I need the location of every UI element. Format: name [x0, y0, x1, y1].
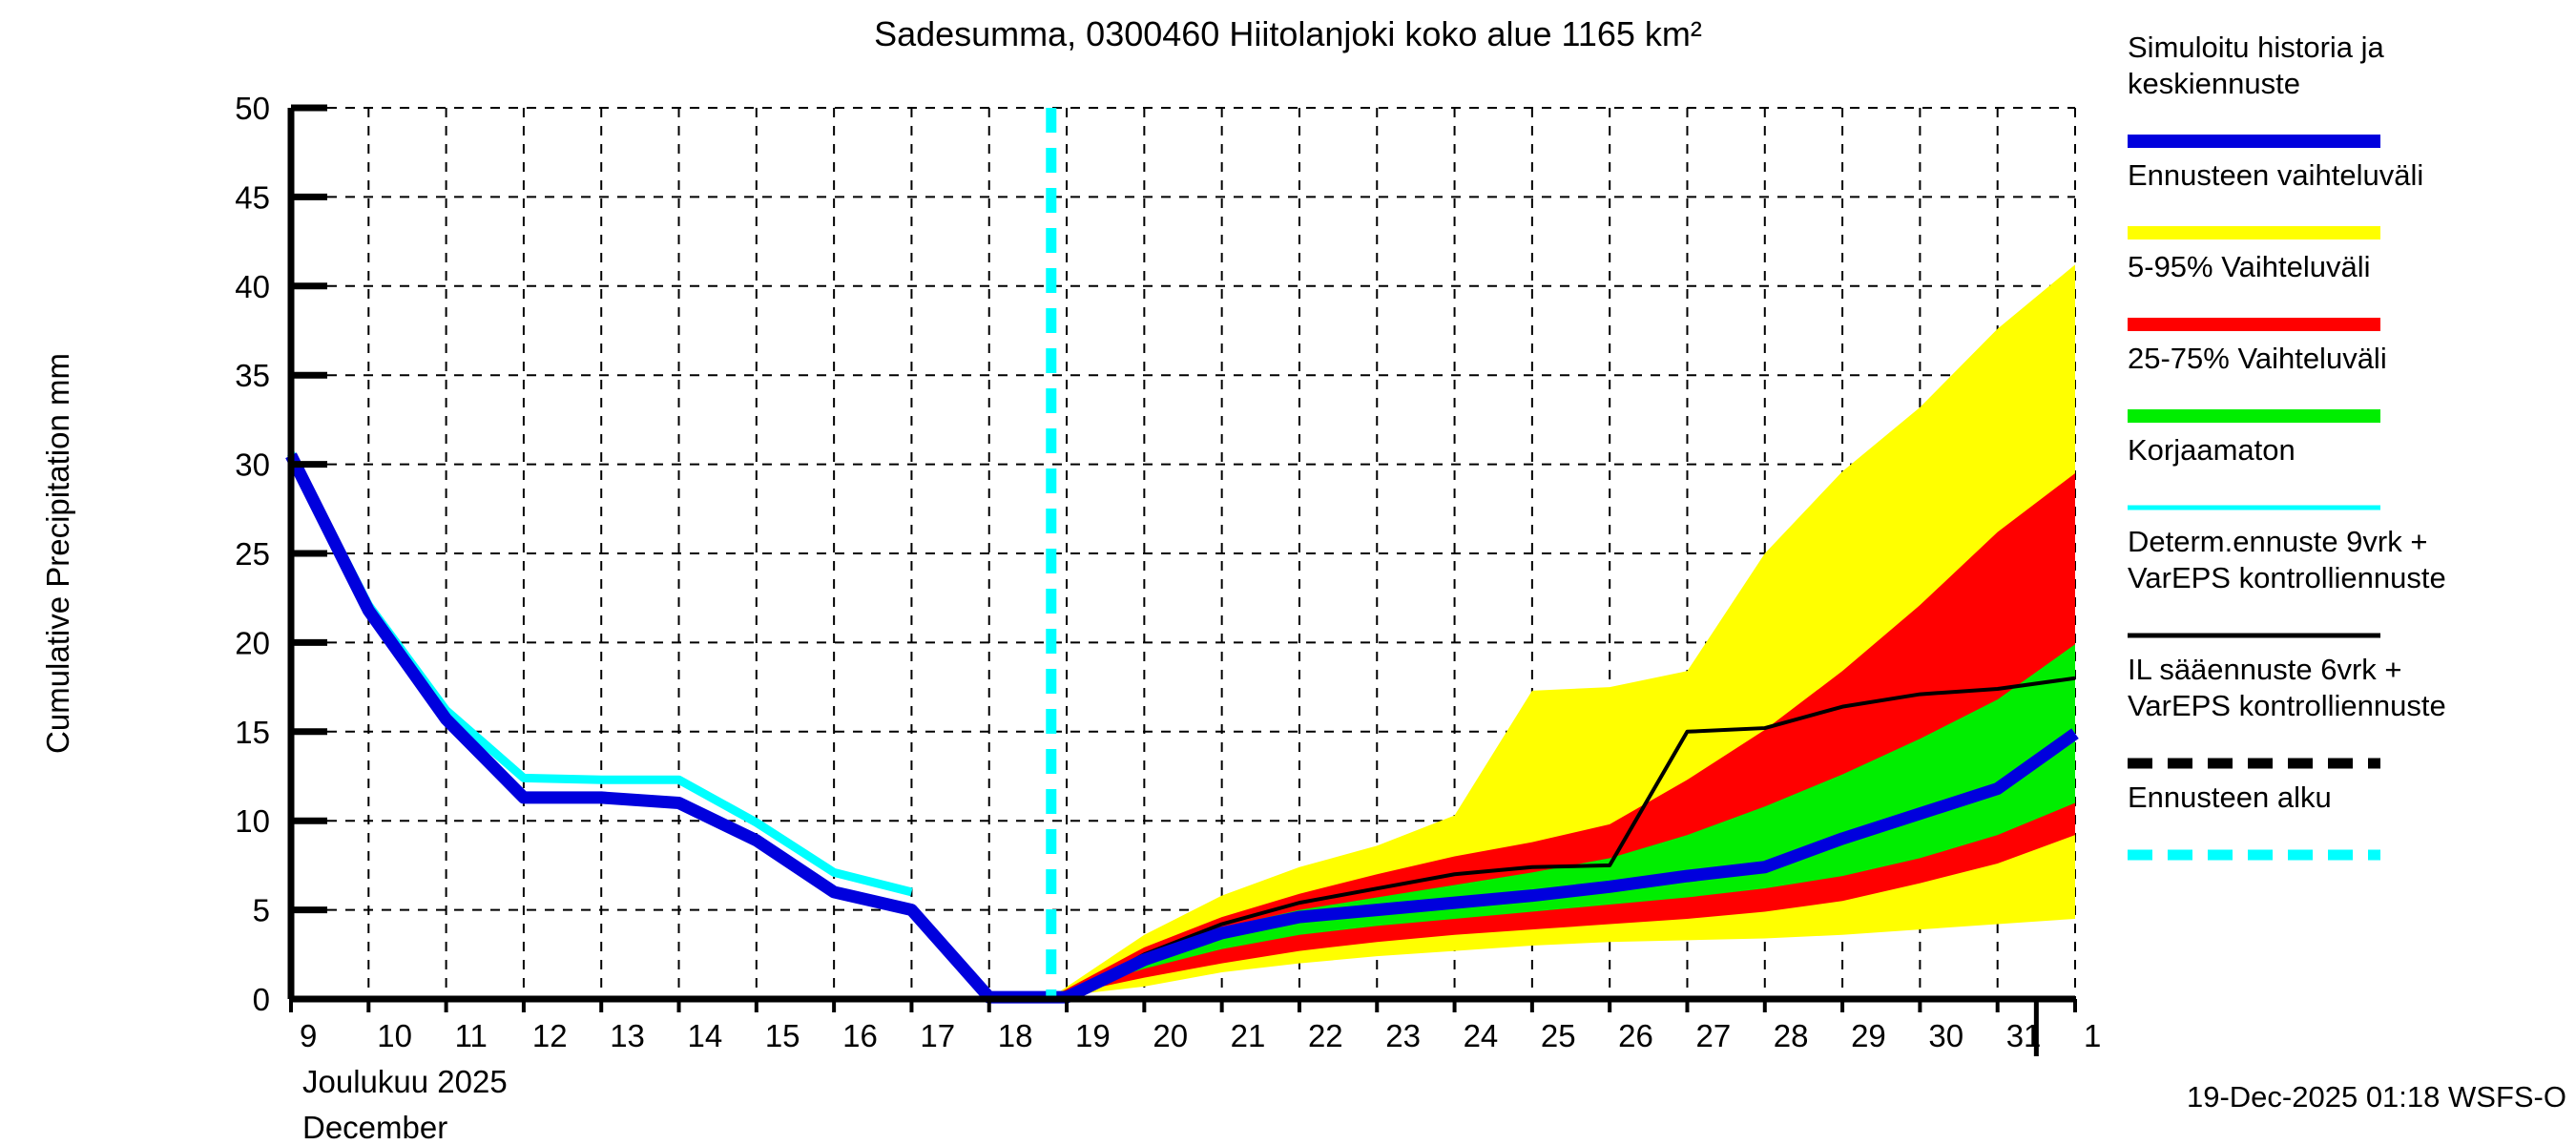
legend-label-simulated-history-and-mean-forecast: Simuloitu historia ja [2128, 31, 2385, 64]
legend-label-simulated-history-and-mean-forecast: keskiennuste [2128, 67, 2300, 100]
y-tick-label: 45 [235, 179, 270, 215]
x-tick-label: 21 [1231, 1018, 1266, 1053]
y-tick-label: 30 [235, 448, 270, 483]
x-tick-label: 1 [2084, 1018, 2101, 1053]
x-tick-label: 20 [1153, 1018, 1188, 1053]
month-label-en: December [302, 1110, 447, 1145]
x-tick-label: 9 [300, 1018, 317, 1053]
x-tick-label: 22 [1308, 1018, 1343, 1053]
y-tick-label: 10 [235, 803, 270, 839]
x-tick-label: 16 [842, 1018, 878, 1053]
legend-label-forecast-start: Ennusteen alku [2128, 781, 2332, 814]
x-tick-label: 15 [765, 1018, 800, 1053]
x-tick-label: 18 [998, 1018, 1033, 1053]
y-tick-label: 25 [235, 536, 270, 572]
y-axis-title: Cumulative Precipitation mm [40, 353, 75, 754]
gridlines [291, 107, 2076, 999]
legend-label-range-25-75: 25-75% Vaihteluväli [2128, 342, 2387, 375]
x-tick-label: 13 [610, 1018, 645, 1053]
series-mean-forecast-line [285, 452, 2079, 1004]
x-tick-label: 28 [1774, 1018, 1809, 1053]
x-tick-label: 24 [1464, 1018, 1499, 1053]
x-tick-label: 29 [1851, 1018, 1886, 1053]
y-tick-label: 0 [253, 982, 270, 1017]
x-tick-label: 11 [455, 1018, 488, 1053]
legend-label-forecast-range: Ennusteen vaihteluväli [2128, 158, 2423, 192]
legend-label-il-weather-forecast-6d: IL sääennuste 6vrk + [2128, 653, 2402, 686]
y-tick-label: 40 [235, 269, 270, 304]
month-label-fi: Joulukuu 2025 [302, 1064, 508, 1099]
x-tick-label: 26 [1618, 1018, 1653, 1053]
legend-label-deterministic-forecast-9d: VarEPS kontrolliennuste [2128, 561, 2446, 594]
x-tick-label: 31 [2006, 1018, 2042, 1053]
x-tick-label: 12 [532, 1018, 568, 1053]
legend-label-uncorrected: Korjaamaton [2128, 433, 2296, 467]
legend-label-deterministic-forecast-9d: Determ.ennuste 9vrk + [2128, 525, 2427, 558]
x-tick-label: 19 [1075, 1018, 1111, 1053]
x-tick-label: 25 [1541, 1018, 1576, 1053]
y-tick-label: 20 [235, 625, 270, 660]
x-tick-label: 10 [377, 1018, 412, 1053]
band-25-75-green [1050, 644, 2075, 998]
legend-label-il-weather-forecast-6d: VarEPS kontrolliennuste [2128, 689, 2446, 722]
x-tick-label: 23 [1385, 1018, 1421, 1053]
x-tick-label: 27 [1695, 1018, 1731, 1053]
x-tick-label: 14 [688, 1018, 723, 1053]
y-tick-label: 35 [235, 358, 270, 393]
page-title: Sadesumma, 0300460 Hiitolanjoki koko alu… [874, 14, 1702, 53]
y-tick-label: 50 [235, 91, 270, 126]
series-deterministic-line [1066, 676, 2076, 999]
y-tick-label: 5 [253, 893, 270, 928]
x-tick-label: 30 [1928, 1018, 1963, 1053]
legend-label-range-5-95: 5-95% Vaihteluväli [2128, 250, 2370, 283]
y-tick-label: 15 [235, 715, 270, 750]
footer-timestamp: 19-Dec-2025 01:18 WSFS-O [2187, 1080, 2566, 1114]
x-tick-label: 17 [920, 1018, 955, 1053]
